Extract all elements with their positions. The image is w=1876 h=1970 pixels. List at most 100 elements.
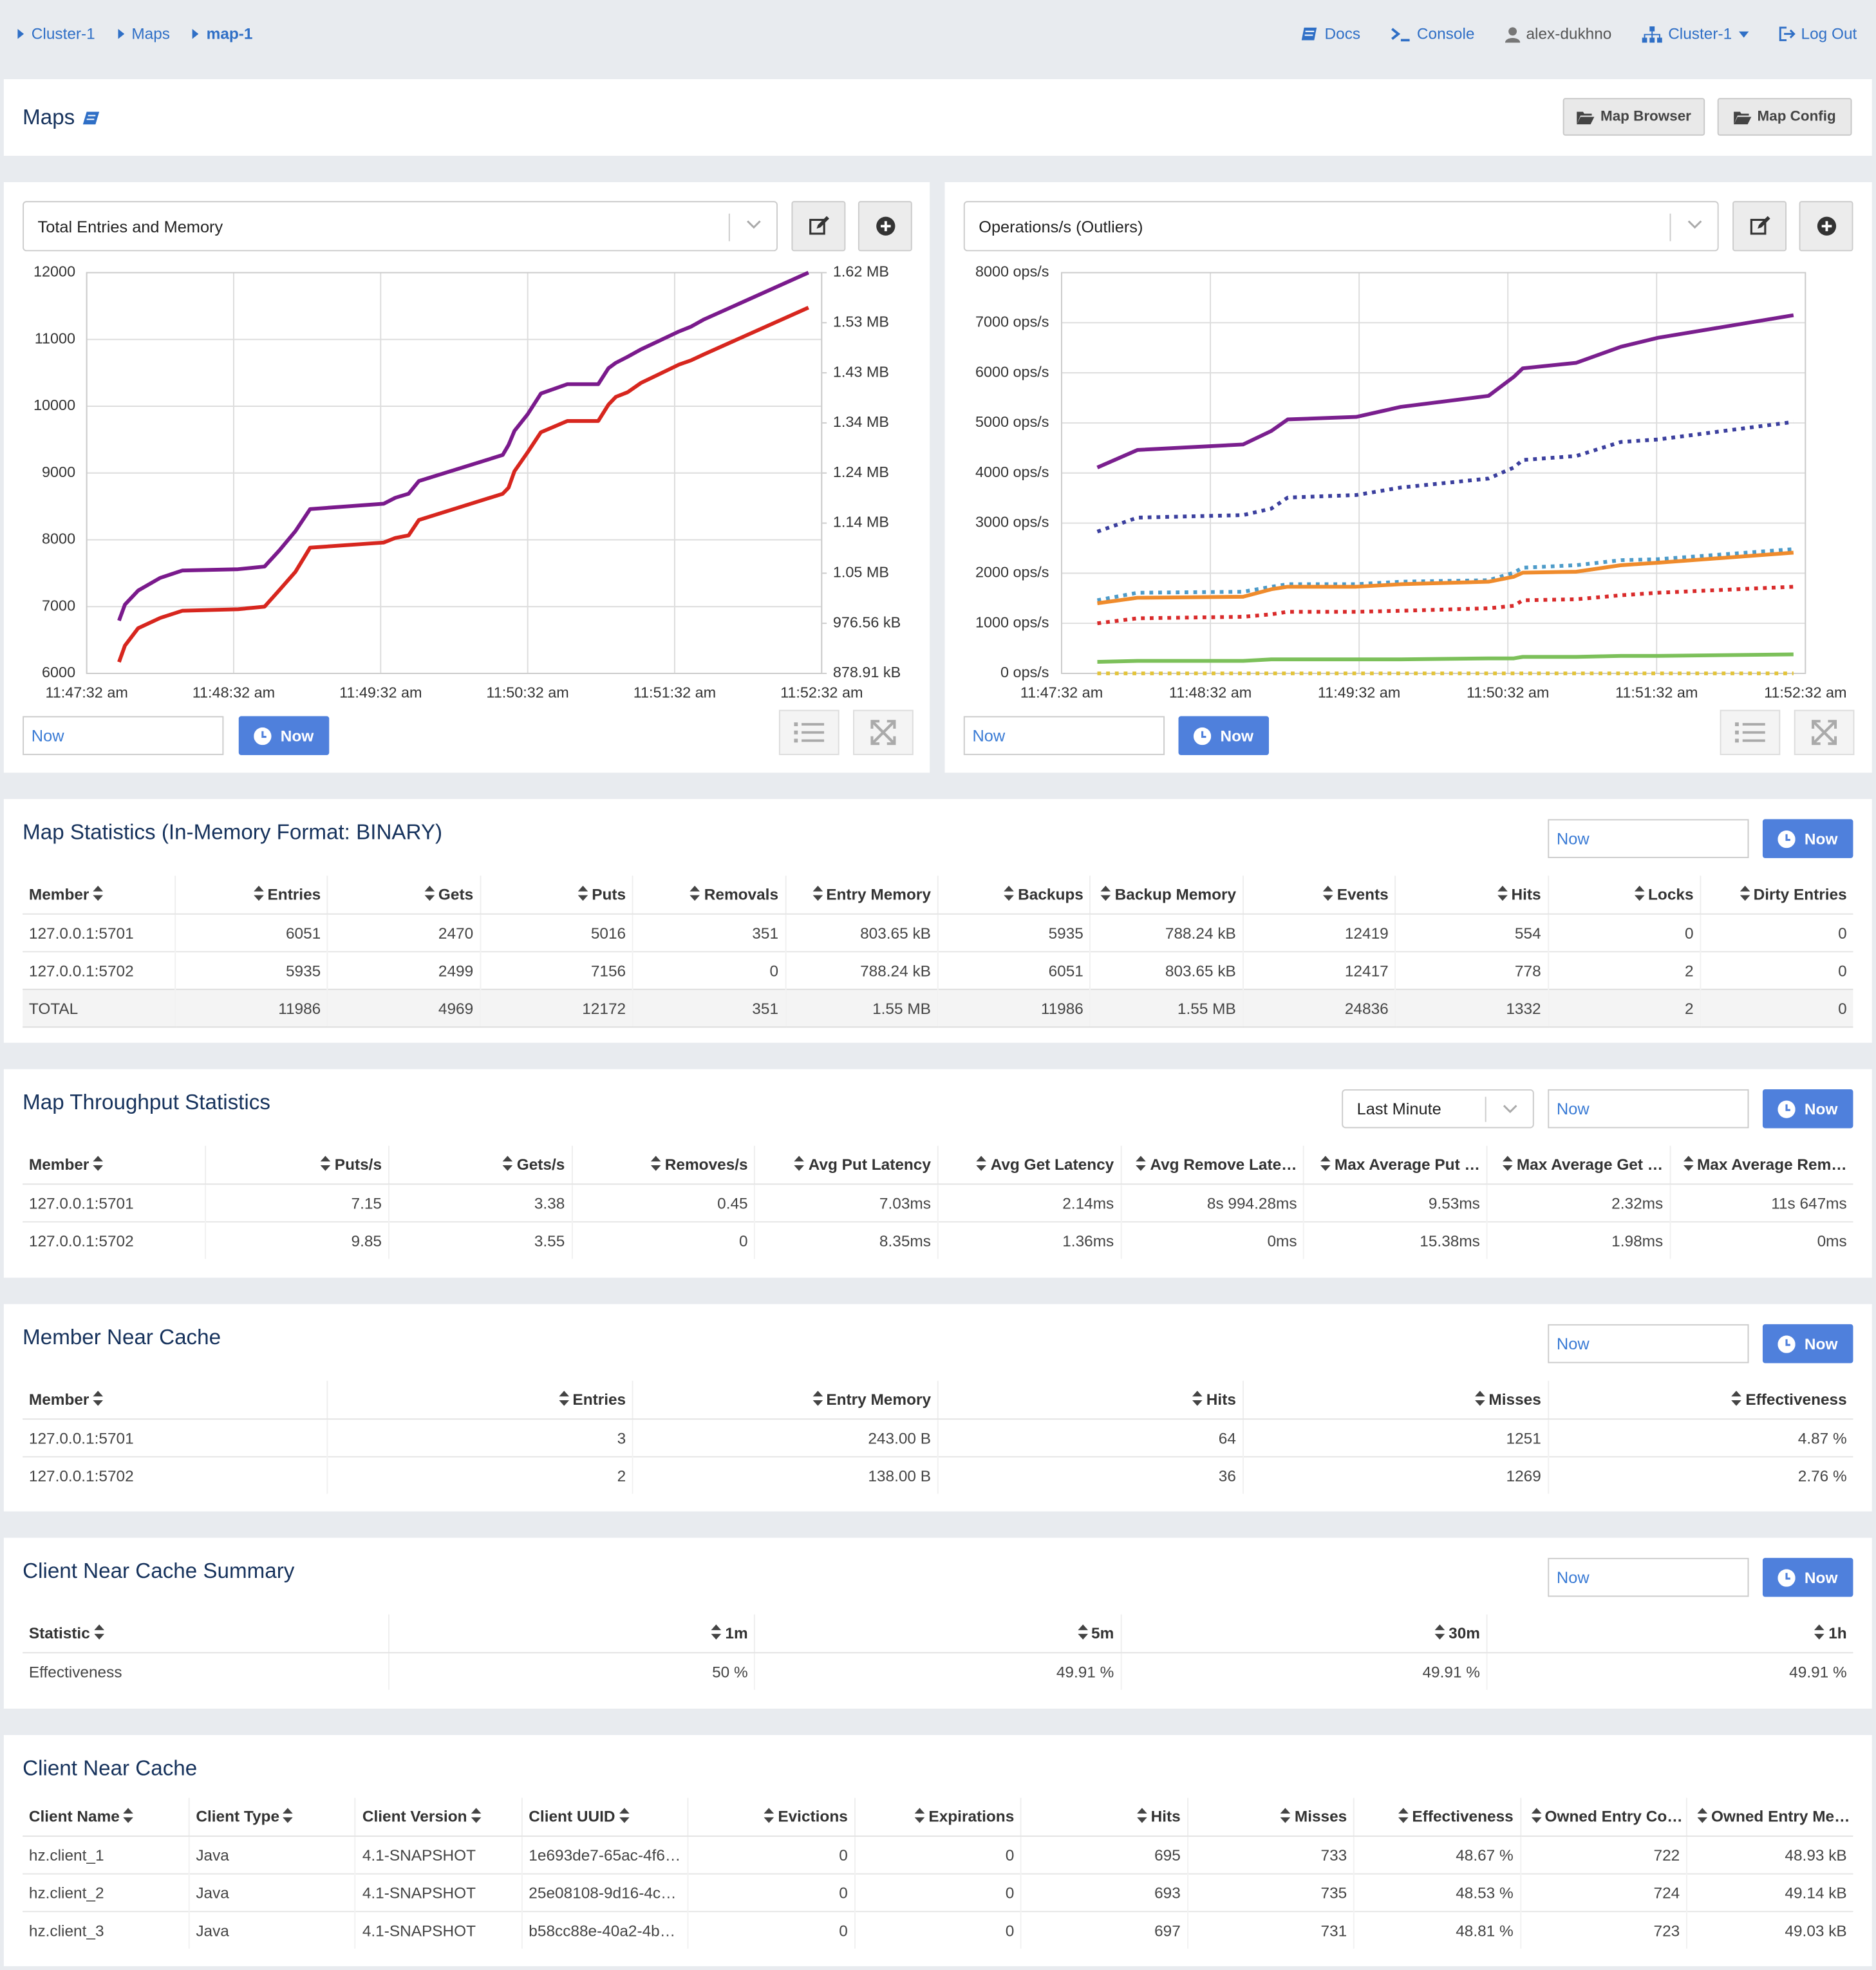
column-header-text[interactable]: Gets/s: [516, 1156, 565, 1174]
sort-icon[interactable]: [93, 1156, 103, 1171]
sort-icon[interactable]: [283, 1808, 294, 1823]
now-button[interactable]: Now: [1762, 1557, 1853, 1597]
sort-icon[interactable]: [619, 1808, 629, 1823]
fullscreen-button[interactable]: [1794, 709, 1855, 755]
legend-toggle[interactable]: [1720, 709, 1781, 755]
column-header[interactable]: Max Average Get …: [1487, 1145, 1671, 1185]
nav-link[interactable]: Log Out: [1801, 25, 1857, 43]
fullscreen-button[interactable]: [853, 709, 914, 755]
column-header-text[interactable]: 30m: [1449, 1624, 1480, 1642]
sort-icon[interactable]: [471, 1808, 481, 1823]
column-header[interactable]: Entry Memory: [632, 1380, 939, 1420]
column-header[interactable]: Puts/s: [205, 1145, 389, 1185]
sort-icon[interactable]: [711, 1624, 722, 1640]
column-header-text[interactable]: Client Name: [28, 1808, 120, 1826]
column-header[interactable]: Removes/s: [572, 1145, 756, 1185]
time-input[interactable]: Now: [1548, 819, 1749, 858]
edit-button[interactable]: [791, 201, 846, 252]
sort-icon[interactable]: [254, 885, 264, 901]
nav-cluster[interactable]: Cluster-1: [1642, 25, 1749, 42]
column-header[interactable]: Events: [1243, 876, 1396, 915]
button-label[interactable]: Map Config: [1757, 109, 1836, 125]
column-header-text[interactable]: Entries: [572, 1391, 626, 1409]
chart-selector-text[interactable]: Total Entries and Memory: [37, 216, 223, 236]
edit-button[interactable]: [1732, 201, 1787, 252]
breadcrumb-link[interactable]: Maps: [131, 25, 171, 43]
column-header[interactable]: Statistic: [23, 1614, 389, 1654]
column-header[interactable]: 1m: [388, 1614, 756, 1654]
sort-icon[interactable]: [1503, 1156, 1514, 1171]
now-button[interactable]: Now: [1762, 819, 1853, 858]
sort-icon[interactable]: [1434, 1624, 1445, 1640]
breadcrumb-link[interactable]: map-1: [206, 25, 253, 43]
sort-icon[interactable]: [1740, 885, 1750, 901]
column-header-text[interactable]: Max Average Get …: [1516, 1156, 1664, 1174]
column-header-text[interactable]: Effectiveness: [1745, 1391, 1847, 1409]
sort-icon[interactable]: [123, 1808, 134, 1823]
sort-icon[interactable]: [812, 1391, 823, 1406]
column-header-text[interactable]: Effectiveness: [1412, 1808, 1514, 1826]
column-header[interactable]: Expirations: [854, 1797, 1022, 1837]
column-header-text[interactable]: Client UUID: [529, 1808, 615, 1826]
sort-icon[interactable]: [93, 1391, 103, 1406]
column-header-text[interactable]: Entries: [267, 885, 321, 904]
time-input[interactable]: Now: [963, 716, 1165, 755]
nav-link[interactable]: Console: [1416, 25, 1475, 43]
column-header[interactable]: Dirty Entries: [1700, 876, 1853, 915]
column-header[interactable]: Avg Put Latency: [755, 1145, 939, 1185]
column-header[interactable]: Effectiveness: [1353, 1797, 1521, 1837]
column-header[interactable]: Gets: [327, 876, 481, 915]
column-header[interactable]: Member: [23, 1145, 207, 1185]
column-header[interactable]: Hits: [937, 1380, 1244, 1420]
add-button[interactable]: [1799, 201, 1853, 252]
nav-docs[interactable]: Docs: [1302, 25, 1360, 42]
time-input-text[interactable]: Now: [1556, 829, 1590, 849]
sort-icon[interactable]: [1814, 1624, 1825, 1640]
sort-icon[interactable]: [1320, 1156, 1331, 1171]
sort-icon[interactable]: [1731, 1391, 1742, 1406]
sort-icon[interactable]: [93, 1624, 104, 1640]
nav-text[interactable]: alex-dukhno: [1526, 25, 1612, 43]
column-header-text[interactable]: Avg Put Latency: [808, 1156, 931, 1174]
column-header[interactable]: Entries: [175, 876, 328, 915]
column-header[interactable]: 1h: [1487, 1614, 1853, 1654]
column-header[interactable]: Misses: [1243, 1380, 1549, 1420]
sort-icon[interactable]: [1137, 1808, 1147, 1823]
column-header-text[interactable]: Hits: [1511, 885, 1541, 904]
column-header[interactable]: Client Name: [23, 1797, 190, 1837]
breadcrumb-item[interactable]: Cluster-1: [17, 25, 95, 42]
column-header-text[interactable]: Entry Memory: [826, 885, 931, 904]
range-select-text[interactable]: Last Minute: [1356, 1099, 1441, 1118]
sort-icon[interactable]: [1683, 1156, 1694, 1171]
sort-icon[interactable]: [1077, 1624, 1088, 1640]
column-header-text[interactable]: Statistic: [28, 1624, 90, 1642]
breadcrumb-item[interactable]: Maps: [117, 25, 171, 43]
nav-user[interactable]: alex-dukhno: [1505, 25, 1611, 42]
column-header[interactable]: Owned Entry Co…: [1520, 1797, 1687, 1837]
column-header[interactable]: Max Average Put …: [1304, 1145, 1488, 1185]
sort-icon[interactable]: [690, 885, 700, 901]
column-header[interactable]: Max Average Rem…: [1669, 1145, 1853, 1185]
column-header[interactable]: Evictions: [688, 1797, 856, 1837]
breadcrumb-item[interactable]: map-1: [192, 25, 252, 42]
column-header[interactable]: Gets/s: [388, 1145, 573, 1185]
time-input-text[interactable]: Now: [31, 726, 64, 746]
add-button[interactable]: [858, 201, 912, 252]
column-header[interactable]: Client Type: [189, 1797, 357, 1837]
column-header-text[interactable]: Locks: [1648, 885, 1694, 904]
column-header-text[interactable]: Entry Memory: [826, 1391, 932, 1409]
sort-icon[interactable]: [424, 885, 435, 901]
now-button[interactable]: Now: [1762, 1324, 1853, 1364]
column-header-text[interactable]: 1h: [1828, 1624, 1847, 1642]
column-header-text[interactable]: Owned Entry Co…: [1544, 1808, 1683, 1826]
sort-icon[interactable]: [914, 1808, 925, 1823]
sort-icon[interactable]: [1004, 885, 1015, 901]
time-input[interactable]: Now: [1548, 1324, 1749, 1364]
breadcrumb-link[interactable]: Cluster-1: [31, 25, 95, 43]
legend-toggle[interactable]: [778, 709, 840, 755]
time-input-text[interactable]: Now: [972, 726, 1006, 746]
column-header[interactable]: Client UUID: [521, 1797, 689, 1837]
sort-icon[interactable]: [1398, 1808, 1409, 1823]
nav-console[interactable]: Console: [1391, 25, 1475, 43]
column-header[interactable]: Owned Entry Me…: [1686, 1797, 1853, 1837]
